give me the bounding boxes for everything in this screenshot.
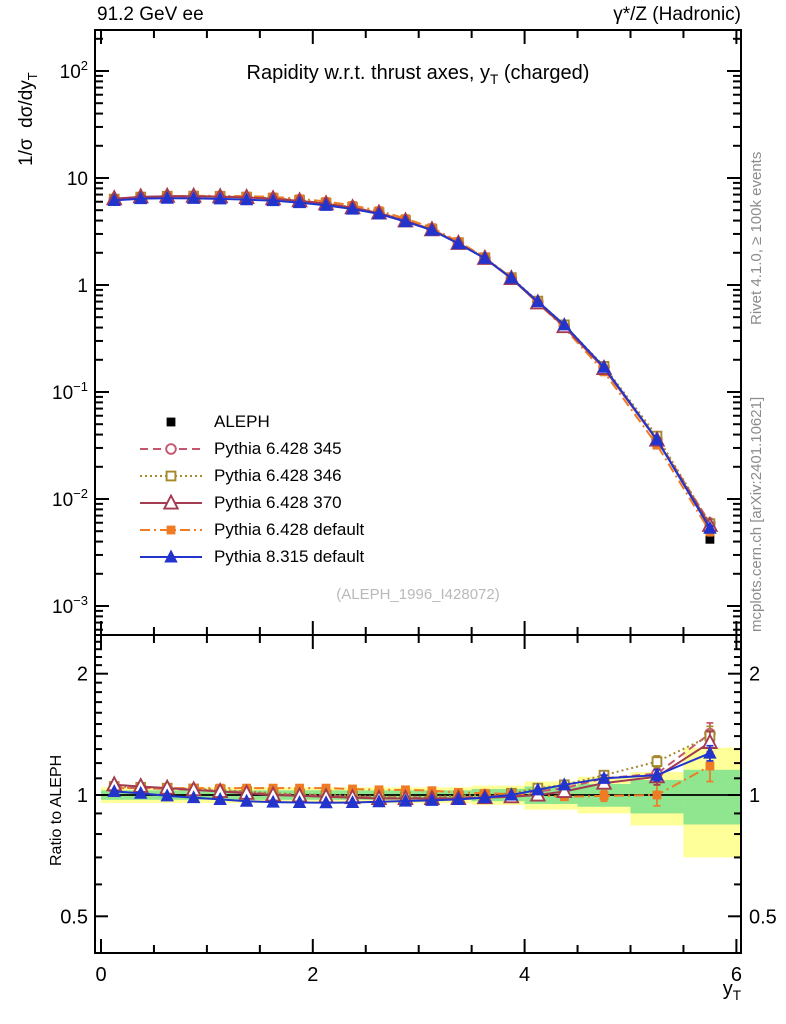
axes-ticks [95,30,741,953]
svg-text:2: 2 [749,664,760,686]
main-series-pythia-8-315-default [107,190,717,534]
legend-label: Pythia 6.428 370 [214,492,342,512]
legend-label: Pythia 6.428 345 [214,438,342,458]
svg-text:0.5: 0.5 [749,906,777,928]
x-axis-label-subscript: T [732,988,741,1003]
legend-item-aleph: ALEPH [138,408,364,435]
svg-text:1: 1 [749,785,760,807]
axis-tick-labels: 102 10 1 10−1 10−2 10−3 2 2 1 1 0.5 0.5 0 2 4 6 [52,58,777,986]
process-label: γ*/Z (Hadronic) [613,4,741,25]
legend-label: Pythia 6.428 default [214,519,365,539]
plot-title-text: Rapidity w.r.t. thrust axes, y [246,62,490,84]
svg-text:6: 6 [731,964,742,986]
panel-frames [94,29,742,954]
svg-text:102: 102 [60,58,88,83]
legend-marker-pythia8-default [140,549,202,563]
legend-item-pythia6-370: Pythia 6.428 370 [138,489,364,516]
svg-text:10: 10 [67,169,88,190]
mcplots-arxiv-note: mcplots.cern.ch [arXiv:2401.10621] [748,396,765,632]
main-y-axis-label-subscript: T [24,72,40,81]
svg-text:1: 1 [77,276,88,297]
beam-energy-label: 91.2 GeV ee [97,4,204,25]
legend-item-pythia6-346: Pythia 6.428 346 [138,462,364,489]
legend-item-pythia6-345: Pythia 6.428 345 [138,435,364,462]
legend-marker-pythia6-370 [140,493,202,509]
legend-item-pythia6-default: Pythia 6.428 default [138,516,364,543]
legend-label: Pythia 6.428 346 [214,465,342,485]
svg-text:4: 4 [519,964,530,986]
legend-marker-aleph [166,417,176,426]
plot-title: Rapidity w.r.t. thrust axes, yT (charged… [95,62,741,87]
plot-title-suffix: (charged) [498,62,590,84]
legend: ALEPH Pythia 6.428 345 Pythia 6.428 346 … [138,408,364,570]
svg-text:10−2: 10−2 [52,486,88,511]
main-y-axis-label-text: 1/σ dσ/dy [16,80,37,166]
svg-text:10−1: 10−1 [52,379,88,404]
svg-text:10−3: 10−3 [52,593,88,618]
legend-marker-pythia6-default [140,525,202,534]
legend-label: ALEPH [214,411,270,431]
x-axis-label: yT [95,978,741,1003]
analysis-watermark: (ALEPH_1996_I428072) [336,586,500,603]
svg-text:2: 2 [77,664,88,686]
svg-text:0.5: 0.5 [60,906,88,928]
ratio-series-pythia-8-315-default [107,744,717,809]
x-axis-label-text: y [722,978,733,1000]
svg-text:0: 0 [95,964,106,986]
svg-text:2: 2 [307,964,318,986]
ratio-y-axis-label: Ratio to ALEPH [48,754,65,866]
legend-marker-pythia6-345 [140,442,202,455]
legend-marker-pythia6-346 [140,470,202,481]
legend-label: Pythia 8.315 default [214,546,365,566]
legend-item-pythia8-default: Pythia 8.315 default [138,543,364,570]
rivet-version-note: Rivet 4.1.0, ≥ 100k events [748,151,765,325]
plot-title-subscript: T [489,72,499,87]
svg-text:1: 1 [77,785,88,807]
main-y-axis-label: 1/σ dσ/dyT [16,72,40,166]
